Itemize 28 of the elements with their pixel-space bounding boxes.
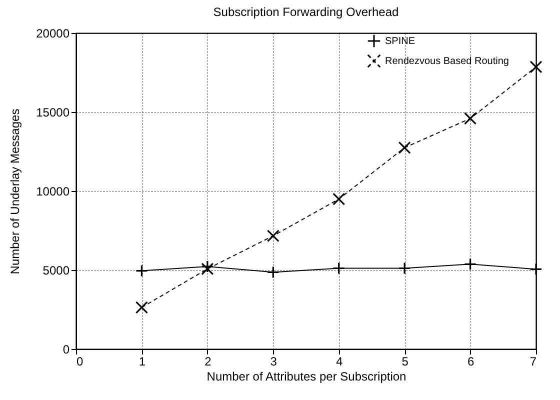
point (464, 258, 477, 270)
x-axis-title: Number of Attributes per Subscription (206, 370, 406, 384)
y-tick-label: 15000 (36, 106, 70, 120)
y-tick-label: 5000 (42, 264, 70, 278)
point (266, 266, 280, 278)
y-tick-label: 20000 (36, 26, 70, 40)
point (530, 60, 542, 74)
x-tick-label: 5 (402, 354, 409, 368)
y-tick-label: 0 (62, 342, 70, 356)
y-tick-label: 10000 (36, 184, 70, 198)
legend-label: SPINE (385, 36, 416, 47)
x-tick-label: 7 (530, 354, 537, 368)
x-tick-label: 2 (204, 354, 212, 368)
x-tick-label: 3 (270, 354, 278, 368)
point (398, 141, 411, 154)
point (135, 264, 148, 278)
x-tick-label: 1 (138, 354, 146, 368)
point (135, 301, 148, 314)
y-axis-title: Number of Underlay Messages (8, 108, 22, 274)
point (332, 192, 346, 206)
chart-title: Subscription Forwarding Overhead (213, 5, 399, 19)
x-tick-label: 6 (467, 354, 474, 368)
point (266, 230, 280, 242)
x-tick-label: 0 (76, 354, 84, 368)
legend-label: Rendezvous Based Routing (385, 56, 509, 67)
point (464, 112, 477, 125)
x-tick-label: 4 (336, 354, 344, 368)
point (201, 262, 214, 276)
